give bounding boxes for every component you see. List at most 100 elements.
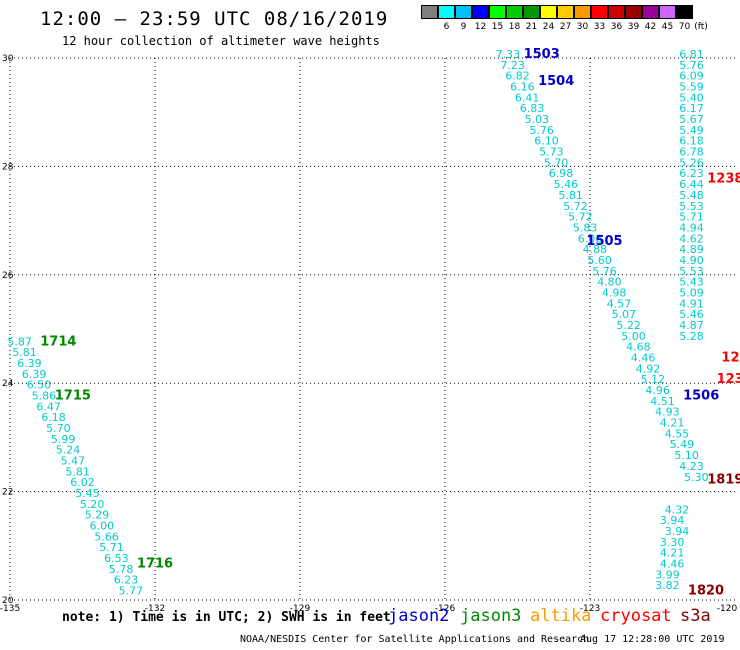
wave-height-value: 4.62 bbox=[679, 232, 704, 245]
colorbar-label: 36 bbox=[610, 22, 623, 32]
colorbar-label: 30 bbox=[576, 22, 589, 32]
colorbar-label: 42 bbox=[644, 22, 657, 32]
wave-height-value: 5.59 bbox=[679, 81, 704, 94]
wave-height-value: 5.10 bbox=[674, 449, 699, 462]
wave-height-value: 5.78 bbox=[109, 563, 134, 576]
wave-height-value: 4.51 bbox=[650, 395, 675, 408]
pass-time-label: 1506 bbox=[683, 388, 719, 403]
colorbar-label: 45 bbox=[661, 22, 674, 32]
wave-height-value: 5.70 bbox=[46, 422, 71, 435]
wave-height-value: 5.76 bbox=[529, 124, 554, 137]
wave-height-value: 6.50 bbox=[27, 379, 52, 392]
colorbar-label: 70 bbox=[678, 22, 691, 32]
wave-height-value: 5.20 bbox=[80, 498, 105, 511]
wave-height-value: 4.94 bbox=[679, 221, 704, 234]
wave-height-value: 6.02 bbox=[70, 476, 95, 489]
wave-height-value: 6.44 bbox=[679, 178, 704, 191]
page-subtitle: 12 hour collection of altimeter wave hei… bbox=[62, 34, 380, 48]
wave-height-value: 5.71 bbox=[99, 541, 124, 554]
latitude-tick-label: 22 bbox=[2, 488, 13, 498]
wave-height-value: 5.07 bbox=[612, 308, 637, 321]
wave-height-value: 5.72 bbox=[563, 200, 588, 213]
wave-height-value: 4.92 bbox=[636, 362, 661, 375]
wave-height-value: 6.18 bbox=[679, 135, 704, 148]
wave-height-value: 5.03 bbox=[525, 113, 550, 126]
wave-height-value: 5.66 bbox=[94, 530, 119, 543]
colorbar-label: 6 bbox=[443, 22, 450, 32]
wave-height-value: 4.98 bbox=[602, 286, 627, 299]
colorbar-swatch bbox=[676, 5, 693, 19]
colorbar-label: 18 bbox=[508, 22, 521, 32]
colorbar-label: 27 bbox=[559, 22, 572, 32]
wave-height-value: 6.81 bbox=[679, 48, 704, 61]
wave-height-value: 5.26 bbox=[679, 156, 704, 169]
wave-height-value: 5.22 bbox=[616, 319, 641, 332]
pass-time-label: 1715 bbox=[55, 388, 91, 403]
colorbar-swatch bbox=[574, 5, 591, 19]
wave-height-value: 4.89 bbox=[679, 243, 704, 256]
wave-height-value: 3.82 bbox=[655, 579, 680, 592]
colorbar-swatch bbox=[421, 5, 438, 19]
satellite-legend-jason2: jason2 bbox=[388, 606, 450, 626]
wave-height-value: 6.00 bbox=[90, 520, 115, 533]
wave-height-value: 5.81 bbox=[65, 465, 90, 478]
colorbar-label: 15 bbox=[491, 22, 504, 32]
pass-time-label: 1238 bbox=[707, 172, 740, 187]
wave-height-value: 5.60 bbox=[587, 254, 612, 267]
satellite-legend-cryosat: cryosat bbox=[600, 606, 672, 626]
pass-time-label: 1820 bbox=[688, 584, 724, 599]
wave-height-value: 4.32 bbox=[665, 503, 690, 516]
longitude-tick-label: -135 bbox=[0, 604, 20, 614]
colorbar-swatch bbox=[523, 5, 540, 19]
wave-height-value: 3.94 bbox=[660, 514, 685, 527]
wave-height-value: 5.30 bbox=[684, 471, 709, 484]
wave-height-value: 5.99 bbox=[51, 433, 76, 446]
colorbar-swatch bbox=[506, 5, 523, 19]
wave-height-value: 7.23 bbox=[500, 59, 525, 72]
wave-height-value: 4.90 bbox=[679, 254, 704, 267]
colorbar-unit-label: (ft) bbox=[694, 22, 708, 32]
wave-height-value: 5.73 bbox=[539, 146, 564, 159]
pass-time-label: 1505 bbox=[586, 234, 622, 249]
colorbar-swatch bbox=[438, 5, 455, 19]
wave-height-value: 5.46 bbox=[554, 178, 579, 191]
wave-height-value: 5.86 bbox=[32, 389, 57, 402]
wave-height-value: 3.30 bbox=[660, 536, 685, 549]
wave-height-value: 4.88 bbox=[583, 243, 608, 256]
wave-height-value: 5.29 bbox=[85, 509, 110, 522]
wave-height-value: 5.53 bbox=[679, 265, 704, 278]
colorbar-swatch bbox=[540, 5, 557, 19]
wave-height-value: 4.80 bbox=[597, 276, 622, 289]
page-title: 12:00 – 23:59 UTC 08/16/2019 bbox=[40, 8, 389, 30]
wave-height-value: 5.53 bbox=[679, 200, 704, 213]
wave-height-value: 4.21 bbox=[660, 547, 685, 560]
wave-height-value: 5.77 bbox=[119, 585, 144, 598]
wave-height-value: 6.16 bbox=[510, 81, 535, 94]
wave-height-value: 3.99 bbox=[655, 568, 680, 581]
wave-height-value: 5.83 bbox=[573, 221, 598, 234]
wave-height-value: 6.82 bbox=[505, 70, 530, 83]
wave-height-value: 5.70 bbox=[544, 156, 569, 169]
longitude-tick-label: -129 bbox=[290, 604, 311, 614]
satellite-legend-altika: altika bbox=[530, 606, 592, 626]
longitude-tick-label: -120 bbox=[717, 604, 738, 614]
latitude-tick-label: 24 bbox=[2, 379, 14, 389]
wave-height-value: 6.98 bbox=[549, 167, 574, 180]
wave-height-value: 6.83 bbox=[520, 102, 545, 115]
colorbar-swatch bbox=[455, 5, 472, 19]
wave-height-value: 6.23 bbox=[679, 167, 704, 180]
timestamp: Aug 17 12:28:00 UTC 2019 bbox=[580, 634, 725, 645]
colorbar-swatch bbox=[557, 5, 574, 19]
satellite-legend-s3a: s3a bbox=[680, 606, 711, 626]
wave-height-value: 7.33 bbox=[496, 48, 521, 61]
wave-height-value: 5.76 bbox=[592, 265, 617, 278]
wave-height-value: 5.67 bbox=[679, 113, 704, 126]
wave-height-value: 5.12 bbox=[641, 373, 666, 386]
wave-height-value: 4.91 bbox=[679, 297, 704, 310]
wave-height-value: 5.43 bbox=[679, 276, 704, 289]
colorbar-label: 24 bbox=[542, 22, 555, 32]
wave-height-value: 6.10 bbox=[534, 135, 559, 148]
wave-height-value: 6.47 bbox=[36, 400, 61, 413]
wave-height-value: 4.96 bbox=[645, 384, 670, 397]
